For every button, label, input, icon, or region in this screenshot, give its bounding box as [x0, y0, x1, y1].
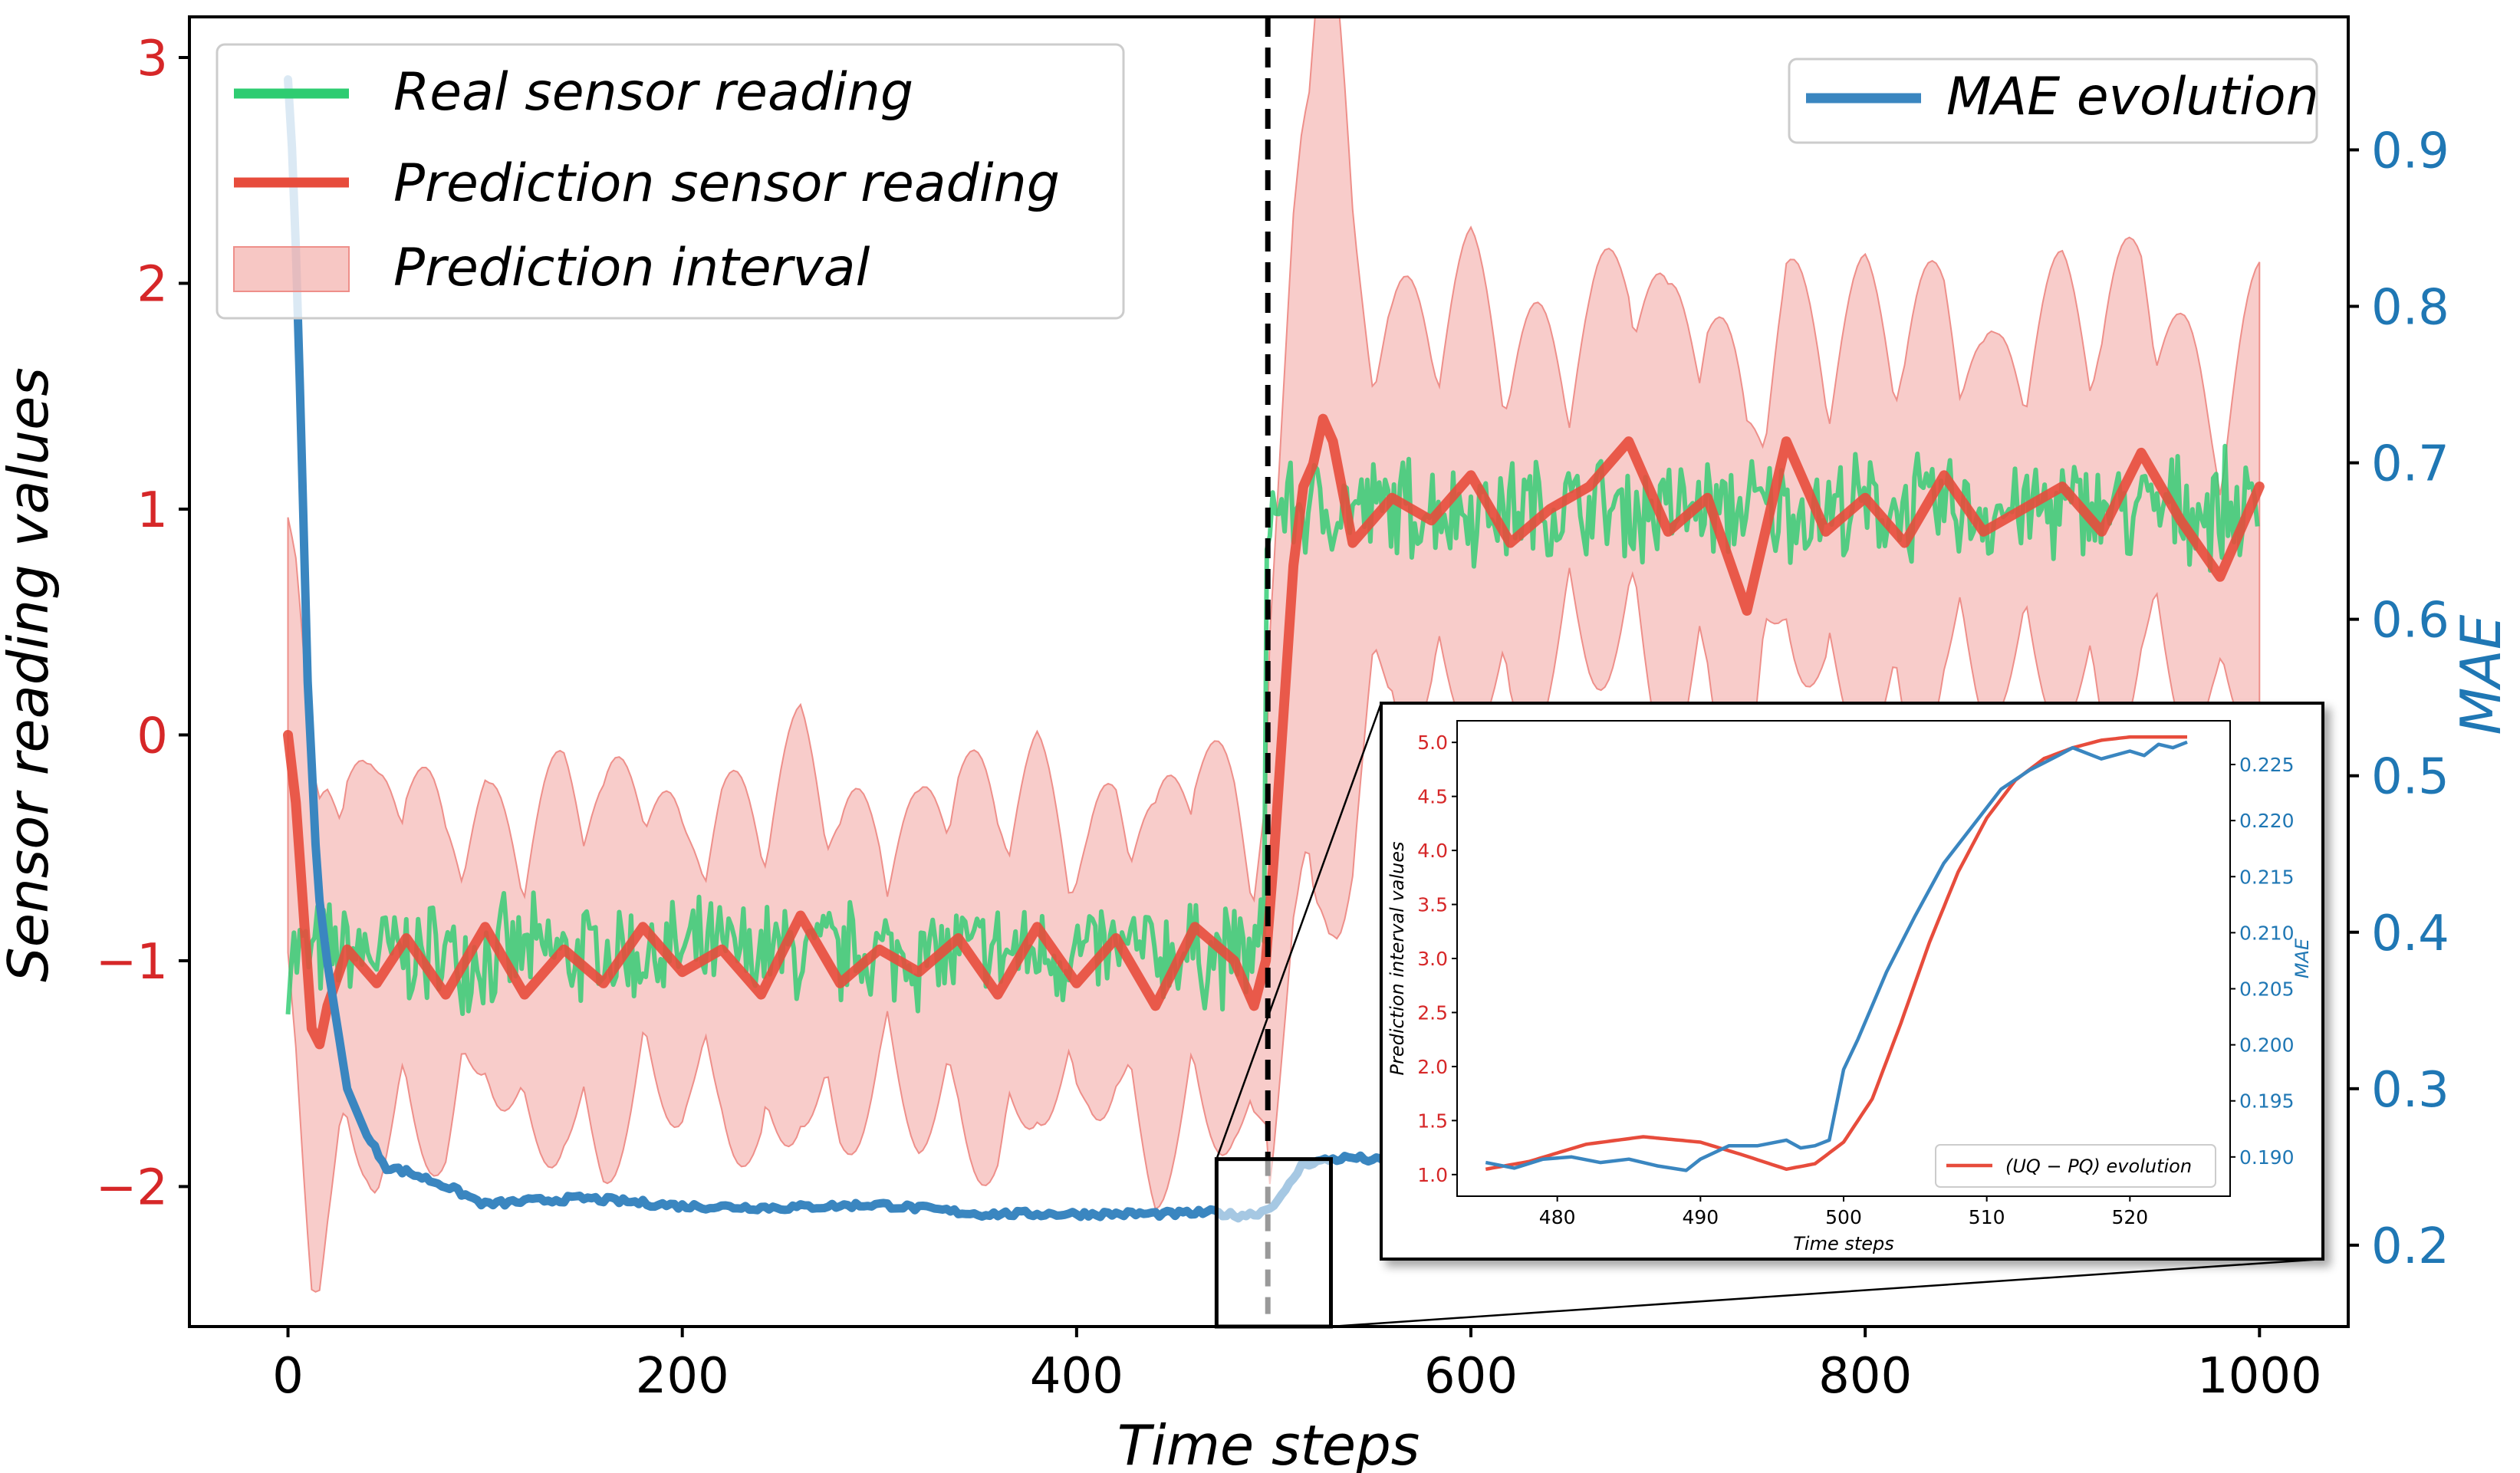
inset-right-tick-label: 0.190	[2239, 1146, 2295, 1169]
legend-right-box	[1788, 58, 2318, 144]
inset-x-tick-label: 490	[1682, 1206, 1719, 1228]
right-tick-label: 0.4	[2371, 906, 2449, 962]
x-tick-label: 0	[272, 1348, 304, 1405]
inset-left-tick-label: 2.0	[1417, 1056, 1448, 1078]
inset-left-tick-label: 5.0	[1417, 732, 1448, 754]
inset-mae-line	[1485, 740, 2188, 1172]
left-tick-label: −1	[96, 934, 168, 991]
legend-right: MAE evolution	[1788, 58, 2319, 144]
x-tick-label: 800	[1818, 1348, 1912, 1405]
zoom-highlight-mae	[1216, 1159, 1331, 1327]
left-axis-ticks: −2 −1 0 1 2 3	[96, 31, 189, 1216]
prediction-sensor-reading-line	[283, 413, 2265, 1050]
x-tick-label: 400	[1030, 1348, 1123, 1405]
inset-right-tick-label: 0.210	[2239, 922, 2295, 944]
left-tick-label: −2	[96, 1159, 168, 1216]
inset-left-tick-label: 1.0	[1417, 1164, 1448, 1186]
inset-left-tick-label: 3.5	[1417, 894, 1448, 916]
zoom-region-box	[1214, 1157, 1333, 1329]
inset-left-tick-label: 4.0	[1417, 840, 1448, 862]
inset-y-label-right: MAE	[2291, 938, 2313, 978]
inset-right-tick-label: 0.205	[2239, 978, 2295, 1000]
inset-right-tick-label: 0.200	[2239, 1034, 2295, 1057]
inset-x-ticks: 480 490 500 510 520	[1539, 1196, 2148, 1228]
legend-interval-label: Prediction interval	[393, 238, 870, 298]
left-tick-label: 3	[137, 31, 168, 87]
inset-x-tick-label: 510	[1969, 1206, 2005, 1228]
inset-legend-box	[1935, 1144, 2216, 1188]
inset-x-tick-label: 500	[1825, 1206, 1862, 1228]
right-tick-label: 0.5	[2371, 749, 2449, 806]
legend-interval-swatch	[233, 246, 350, 292]
x-tick-label: 200	[636, 1348, 729, 1405]
y-axis-label-right: MAE	[2449, 614, 2513, 735]
inset-left-ticks: 1.0 1.5 2.0 2.5 3.0 3.5 4.0 4.5 5.0	[1417, 732, 1457, 1186]
legend-prediction-label: Prediction sensor reading	[393, 153, 1060, 214]
right-tick-label: 0.8	[2371, 280, 2449, 337]
legend-left-box	[215, 43, 1125, 320]
zoom-connector-bottom	[1331, 1258, 2324, 1328]
x-axis-ticks: 0 200 400 600 800 1000	[272, 1327, 2322, 1405]
main-plot-data	[283, 17, 2265, 1327]
real-sensor-reading-line	[285, 443, 2260, 1016]
inset-x-tick-label: 480	[1539, 1206, 1576, 1228]
inset-right-tick-label: 0.225	[2239, 754, 2295, 776]
inset-y-label-left: Prediction interval values	[1387, 842, 1408, 1076]
inset-legend: (UQ − PQ) evolution	[1935, 1144, 2216, 1188]
right-axis-ticks: 0.2 0.3 0.4 0.5 0.6 0.7 0.8 0.9	[2348, 123, 2449, 1275]
right-tick-label: 0.7	[2371, 436, 2449, 493]
inset-right-tick-label: 0.215	[2239, 866, 2295, 888]
x-tick-label: 600	[1424, 1348, 1518, 1405]
inset-x-label: Time steps	[1793, 1233, 1894, 1254]
x-axis-label: Time steps	[1117, 1413, 1420, 1473]
right-tick-label: 0.2	[2371, 1218, 2449, 1275]
legend-left: Real sensor reading Prediction sensor re…	[215, 43, 1125, 320]
left-tick-label: 1	[137, 482, 168, 539]
legend-mae-label: MAE evolution	[1946, 67, 2319, 127]
inset-right-ticks: 0.190 0.195 0.200 0.205 0.210 0.215 0.220 0.225	[2230, 754, 2295, 1169]
left-tick-label: 2	[137, 256, 168, 313]
inset-left-tick-label: 2.5	[1417, 1001, 1448, 1024]
x-tick-label: 1000	[2197, 1348, 2322, 1405]
inset-left-tick-label: 3.0	[1417, 948, 1448, 970]
right-tick-label: 0.9	[2371, 123, 2449, 179]
inset-right-tick-label: 0.220	[2239, 810, 2295, 832]
zoom-connector-top	[1216, 702, 1383, 1160]
inset-chart: 480 490 500 510 520 1.0 1.5 2.0 2.5 3.0 3.5 4.0 4.5…	[1380, 702, 2324, 1261]
right-tick-label: 0.3	[2371, 1062, 2449, 1119]
right-tick-label: 0.6	[2371, 593, 2449, 649]
inset-right-tick-label: 0.195	[2239, 1090, 2295, 1113]
inset-x-tick-label: 520	[2111, 1206, 2148, 1228]
left-tick-label: 0	[137, 708, 168, 764]
inset-left-tick-label: 4.5	[1417, 786, 1448, 808]
inset-legend-label: (UQ − PQ) evolution	[2005, 1156, 2192, 1177]
legend-real-label: Real sensor reading	[393, 62, 913, 123]
inset-left-tick-label: 1.5	[1417, 1110, 1448, 1132]
y-axis-label-left: Sensor reading values	[0, 367, 61, 982]
